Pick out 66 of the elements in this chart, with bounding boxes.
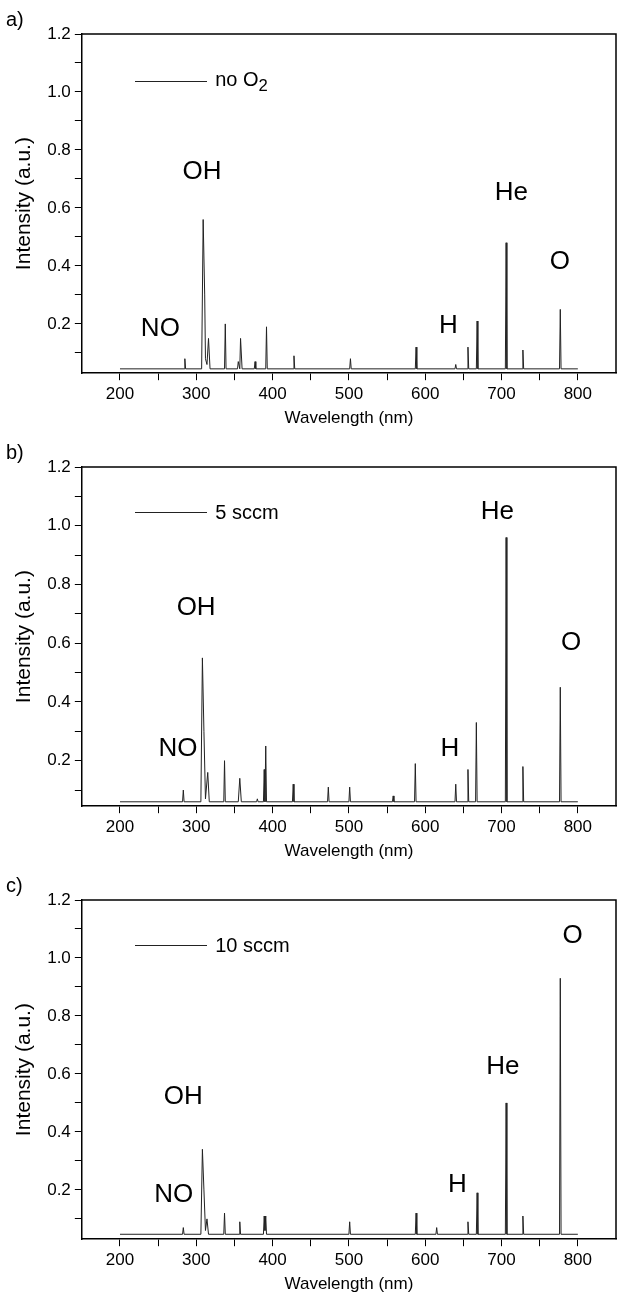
x-tick-label: 400 bbox=[258, 817, 287, 837]
x-tick-label: 200 bbox=[105, 1250, 135, 1270]
x-tick-label: 400 bbox=[258, 384, 287, 404]
x-tick-label: 800 bbox=[563, 384, 593, 404]
x-axis-title: Wavelength (nm) bbox=[284, 841, 414, 861]
y-tick-label: 0.6 bbox=[47, 632, 71, 652]
y-axis-title: Intensity (a.u.) bbox=[11, 1003, 35, 1137]
y-axis-title: Intensity (a.u.) bbox=[11, 137, 35, 271]
x-tick-label: 700 bbox=[487, 384, 516, 404]
y-tick-label: 0.6 bbox=[47, 1063, 71, 1083]
annotation: H bbox=[438, 308, 458, 339]
x-tick-label: 700 bbox=[487, 1250, 516, 1270]
annotation: OH bbox=[163, 1079, 203, 1110]
x-tick-label: 300 bbox=[182, 1250, 211, 1270]
annotation: O bbox=[562, 918, 583, 949]
y-tick-label: 1.2 bbox=[47, 23, 71, 43]
x-tick-label: 300 bbox=[182, 817, 211, 837]
x-tick-label: 500 bbox=[334, 384, 364, 404]
x-tick-label: 300 bbox=[182, 384, 211, 404]
legend-label: 5 sccm bbox=[215, 500, 279, 524]
x-tick-label: 800 bbox=[563, 817, 593, 837]
x-axis-title: Wavelength (nm) bbox=[284, 1274, 414, 1294]
annotation: OH bbox=[182, 154, 222, 185]
legend-label: 10 sccm bbox=[215, 933, 290, 957]
y-tick-label: 1.0 bbox=[47, 81, 71, 101]
x-tick-label: 500 bbox=[334, 817, 364, 837]
y-tick-label: 1.2 bbox=[47, 889, 71, 909]
annotation: O bbox=[561, 626, 582, 657]
y-tick-label: 0.8 bbox=[47, 574, 71, 594]
legend-label: no O$_{2}$ bbox=[215, 67, 268, 96]
annotation: NO bbox=[158, 731, 198, 762]
y-tick-label: 0.2 bbox=[47, 750, 71, 770]
annotation: H bbox=[447, 1168, 467, 1199]
chart-title: a) bbox=[6, 7, 24, 30]
y-tick-label: 1.0 bbox=[47, 515, 71, 535]
y-tick-label: 1.2 bbox=[47, 456, 71, 476]
y-tick-label: 0.2 bbox=[47, 313, 71, 333]
x-axis-title: Wavelength (nm) bbox=[284, 408, 414, 428]
annotation: NO bbox=[140, 312, 180, 343]
y-tick-label: 0.8 bbox=[47, 1005, 71, 1025]
y-tick-label: 1.0 bbox=[47, 947, 71, 967]
y-tick-label: 0.8 bbox=[47, 139, 71, 159]
x-tick-label: 200 bbox=[105, 384, 135, 404]
x-tick-label: 600 bbox=[411, 384, 440, 404]
annotation: He bbox=[486, 1049, 520, 1080]
x-tick-label: 600 bbox=[411, 1250, 440, 1270]
x-tick-label: 200 bbox=[105, 817, 135, 837]
annotation: He bbox=[480, 494, 515, 525]
annotation: He bbox=[494, 175, 528, 206]
chart-title: b) bbox=[6, 440, 24, 463]
annotation: NO bbox=[154, 1177, 194, 1208]
y-axis-title: Intensity (a.u.) bbox=[11, 570, 35, 704]
y-tick-label: 0.2 bbox=[47, 1179, 71, 1199]
x-tick-label: 700 bbox=[487, 817, 516, 837]
annotation: H bbox=[440, 731, 460, 762]
x-tick-label: 400 bbox=[258, 1250, 287, 1270]
y-tick-label: 0.4 bbox=[47, 255, 71, 275]
annotation: O bbox=[549, 245, 571, 276]
annotation: OH bbox=[176, 590, 216, 621]
y-tick-label: 0.4 bbox=[47, 691, 71, 711]
x-tick-label: 500 bbox=[334, 1250, 364, 1270]
y-tick-label: 0.4 bbox=[47, 1121, 71, 1141]
x-tick-label: 600 bbox=[411, 817, 440, 837]
chart-title: c) bbox=[6, 873, 23, 896]
y-tick-label: 0.6 bbox=[47, 197, 71, 217]
x-tick-label: 800 bbox=[563, 1250, 593, 1270]
